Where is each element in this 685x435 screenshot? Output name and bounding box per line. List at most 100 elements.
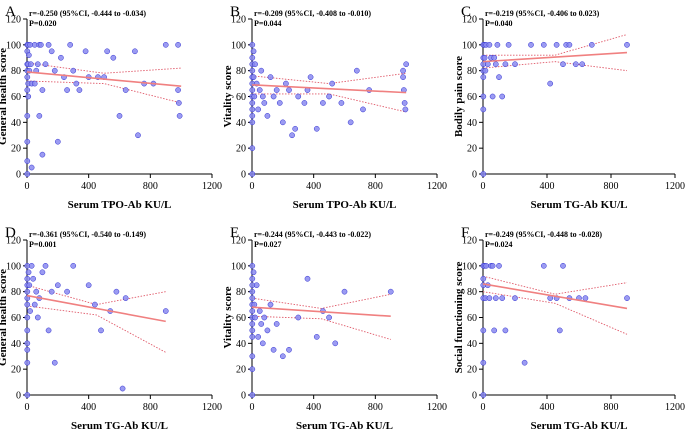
data-point	[34, 61, 41, 68]
data-point	[295, 93, 302, 100]
data-point	[249, 353, 256, 360]
data-point	[572, 61, 579, 68]
panel-a: A 0 400 800 1200 0 20 40 60 80 100 120 Serum TPO-Ab …	[0, 4, 222, 211]
data-point	[119, 385, 126, 392]
data-point	[505, 41, 512, 48]
data-point	[24, 74, 31, 80]
data-point	[258, 321, 265, 327]
data-point	[267, 74, 274, 80]
data-point	[31, 301, 38, 308]
y-axis-title: General health score	[0, 269, 9, 366]
data-point	[24, 171, 31, 177]
y-tick-label: 60	[467, 92, 477, 103]
data-point	[91, 301, 98, 308]
data-point	[38, 41, 44, 48]
data-point	[579, 61, 586, 68]
data-point	[264, 327, 271, 334]
ci-upper-curve	[26, 62, 182, 74]
y-tick-label: 100	[462, 261, 477, 272]
data-point	[502, 327, 509, 334]
data-point	[353, 67, 360, 74]
panel-f: F 0 400 800 1200 0 20 40 60 80 100 120 Serum TG-Ab K…	[453, 225, 685, 432]
data-point	[176, 113, 183, 119]
data-point	[540, 41, 547, 48]
y-tick-label: 80	[236, 287, 246, 298]
y-tick-label: 0	[472, 170, 477, 181]
data-point	[492, 61, 499, 68]
data-point	[480, 359, 487, 366]
data-point	[402, 106, 409, 113]
x-tick-label: 800	[368, 181, 383, 192]
y-tick-label: 100	[6, 261, 21, 272]
panel-label: A	[5, 4, 16, 20]
data-point	[24, 327, 31, 334]
y-tick-label: 120	[231, 236, 246, 247]
data-point	[122, 87, 129, 93]
data-point	[162, 41, 169, 48]
stat-r-text: r=-0.219 (95%CI, -0.406 to 0.023)	[485, 9, 600, 18]
data-point	[273, 87, 280, 93]
x-axis-title: Serum TPO-Ab KU/L	[68, 199, 172, 211]
data-point	[39, 151, 46, 158]
data-point	[70, 262, 77, 269]
y-tick-label: 20	[11, 144, 21, 155]
y-tick-label: 40	[11, 339, 21, 350]
data-point	[132, 48, 138, 55]
y-tick-label: 120	[6, 236, 21, 247]
data-point	[48, 48, 55, 55]
y-tick-label: 20	[11, 365, 21, 376]
x-axis-title: Serum TPO-Ab KU/L	[293, 199, 397, 211]
data-point	[401, 100, 408, 106]
ci-lower-curve	[251, 315, 391, 340]
stat-p-text: P=0.040	[485, 19, 512, 28]
data-point	[481, 54, 488, 61]
y-tick-label: 120	[462, 15, 477, 26]
data-point	[588, 41, 595, 48]
x-axis-title: Serum TG-Ab KU/L	[531, 199, 628, 211]
x-tick-label: 1200	[202, 402, 222, 413]
y-tick-label: 40	[236, 339, 246, 350]
x-tick-label: 1200	[202, 181, 222, 192]
data-point	[486, 41, 493, 48]
y-tick-label: 20	[236, 365, 246, 376]
data-point	[304, 275, 311, 282]
data-point	[261, 314, 268, 321]
data-point	[24, 340, 31, 347]
data-point	[104, 48, 111, 55]
data-point	[28, 164, 35, 171]
x-tick-label: 0	[25, 181, 30, 192]
y-tick-label: 100	[6, 40, 21, 51]
data-point	[24, 288, 31, 295]
y-tick-label: 60	[11, 313, 21, 324]
data-point	[313, 334, 320, 340]
data-point	[98, 327, 104, 334]
data-point	[512, 295, 518, 301]
data-point	[249, 145, 256, 152]
data-point	[249, 334, 256, 340]
data-point	[286, 346, 292, 353]
x-tick-label: 0	[481, 402, 486, 413]
data-point	[560, 61, 566, 68]
data-point	[320, 100, 326, 106]
data-point	[34, 314, 41, 321]
data-point	[26, 282, 33, 289]
x-tick-label: 400	[81, 181, 96, 192]
ci-upper-curve	[482, 275, 628, 295]
stat-p-text: P=0.001	[29, 240, 56, 249]
data-point	[24, 301, 31, 308]
y-tick-label: 120	[6, 15, 21, 26]
y-tick-label: 80	[11, 287, 21, 298]
data-point	[295, 314, 302, 321]
data-point	[175, 87, 181, 93]
data-point	[258, 67, 265, 74]
data-point	[273, 321, 280, 327]
data-point	[560, 262, 566, 269]
x-tick-label: 800	[368, 402, 383, 413]
regression-line	[482, 283, 628, 310]
data-point	[30, 275, 37, 282]
data-point	[249, 295, 256, 301]
data-point	[279, 353, 286, 360]
y-tick-label: 80	[467, 287, 477, 298]
y-tick-label: 0	[241, 391, 246, 402]
data-point	[36, 113, 43, 119]
